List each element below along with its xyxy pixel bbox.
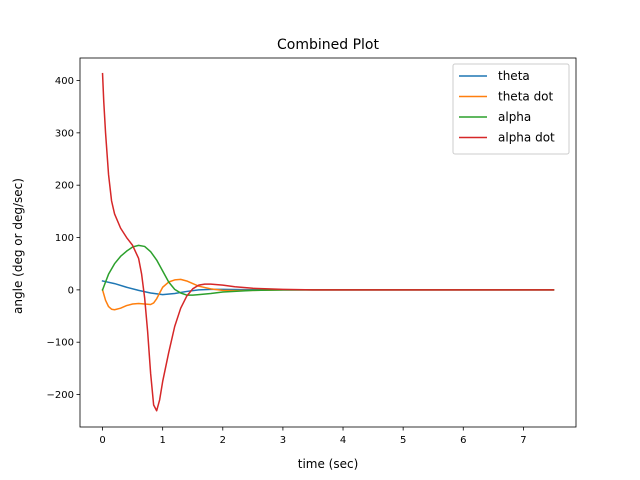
series-line-alpha-dot [101, 72, 555, 412]
legend-entry: alpha [498, 110, 531, 124]
y-tick-label: 200 [55, 181, 74, 192]
x-tick-label: 4 [340, 435, 346, 446]
axes-frame [79, 57, 577, 428]
plot-area [101, 72, 555, 412]
y-tick-label: 0 [68, 285, 74, 296]
y-tick-label: 100 [55, 233, 74, 244]
x-tick-label: 1 [159, 435, 165, 446]
y-tick-label: 300 [55, 128, 74, 139]
x-tick-label: 2 [220, 435, 226, 446]
x-tick-label: 6 [460, 435, 466, 446]
legend-entry: alpha dot [498, 131, 555, 145]
chart-title: Combined Plot [277, 37, 379, 53]
legend-entry: theta dot [498, 90, 554, 104]
x-tick-label: 5 [400, 435, 406, 446]
axes: 0 1 2 3 4 5 6 7 −200 −100 0 100 200 300 400 [47, 57, 577, 446]
legend: theta theta dot alpha alpha dot [452, 63, 570, 155]
y-tick-label: −100 [47, 338, 74, 349]
legend-box [452, 63, 570, 155]
y-tick-label: 400 [55, 76, 74, 87]
y-tick-label: −200 [47, 390, 74, 401]
x-tick-label: 0 [99, 435, 105, 446]
legend-entry: theta [498, 69, 530, 83]
y-axis-label: angle (deg or deg/sec) [11, 178, 25, 314]
x-axis-label: time (sec) [298, 457, 359, 471]
x-tick-label: 3 [280, 435, 286, 446]
x-tick-label: 7 [520, 435, 526, 446]
